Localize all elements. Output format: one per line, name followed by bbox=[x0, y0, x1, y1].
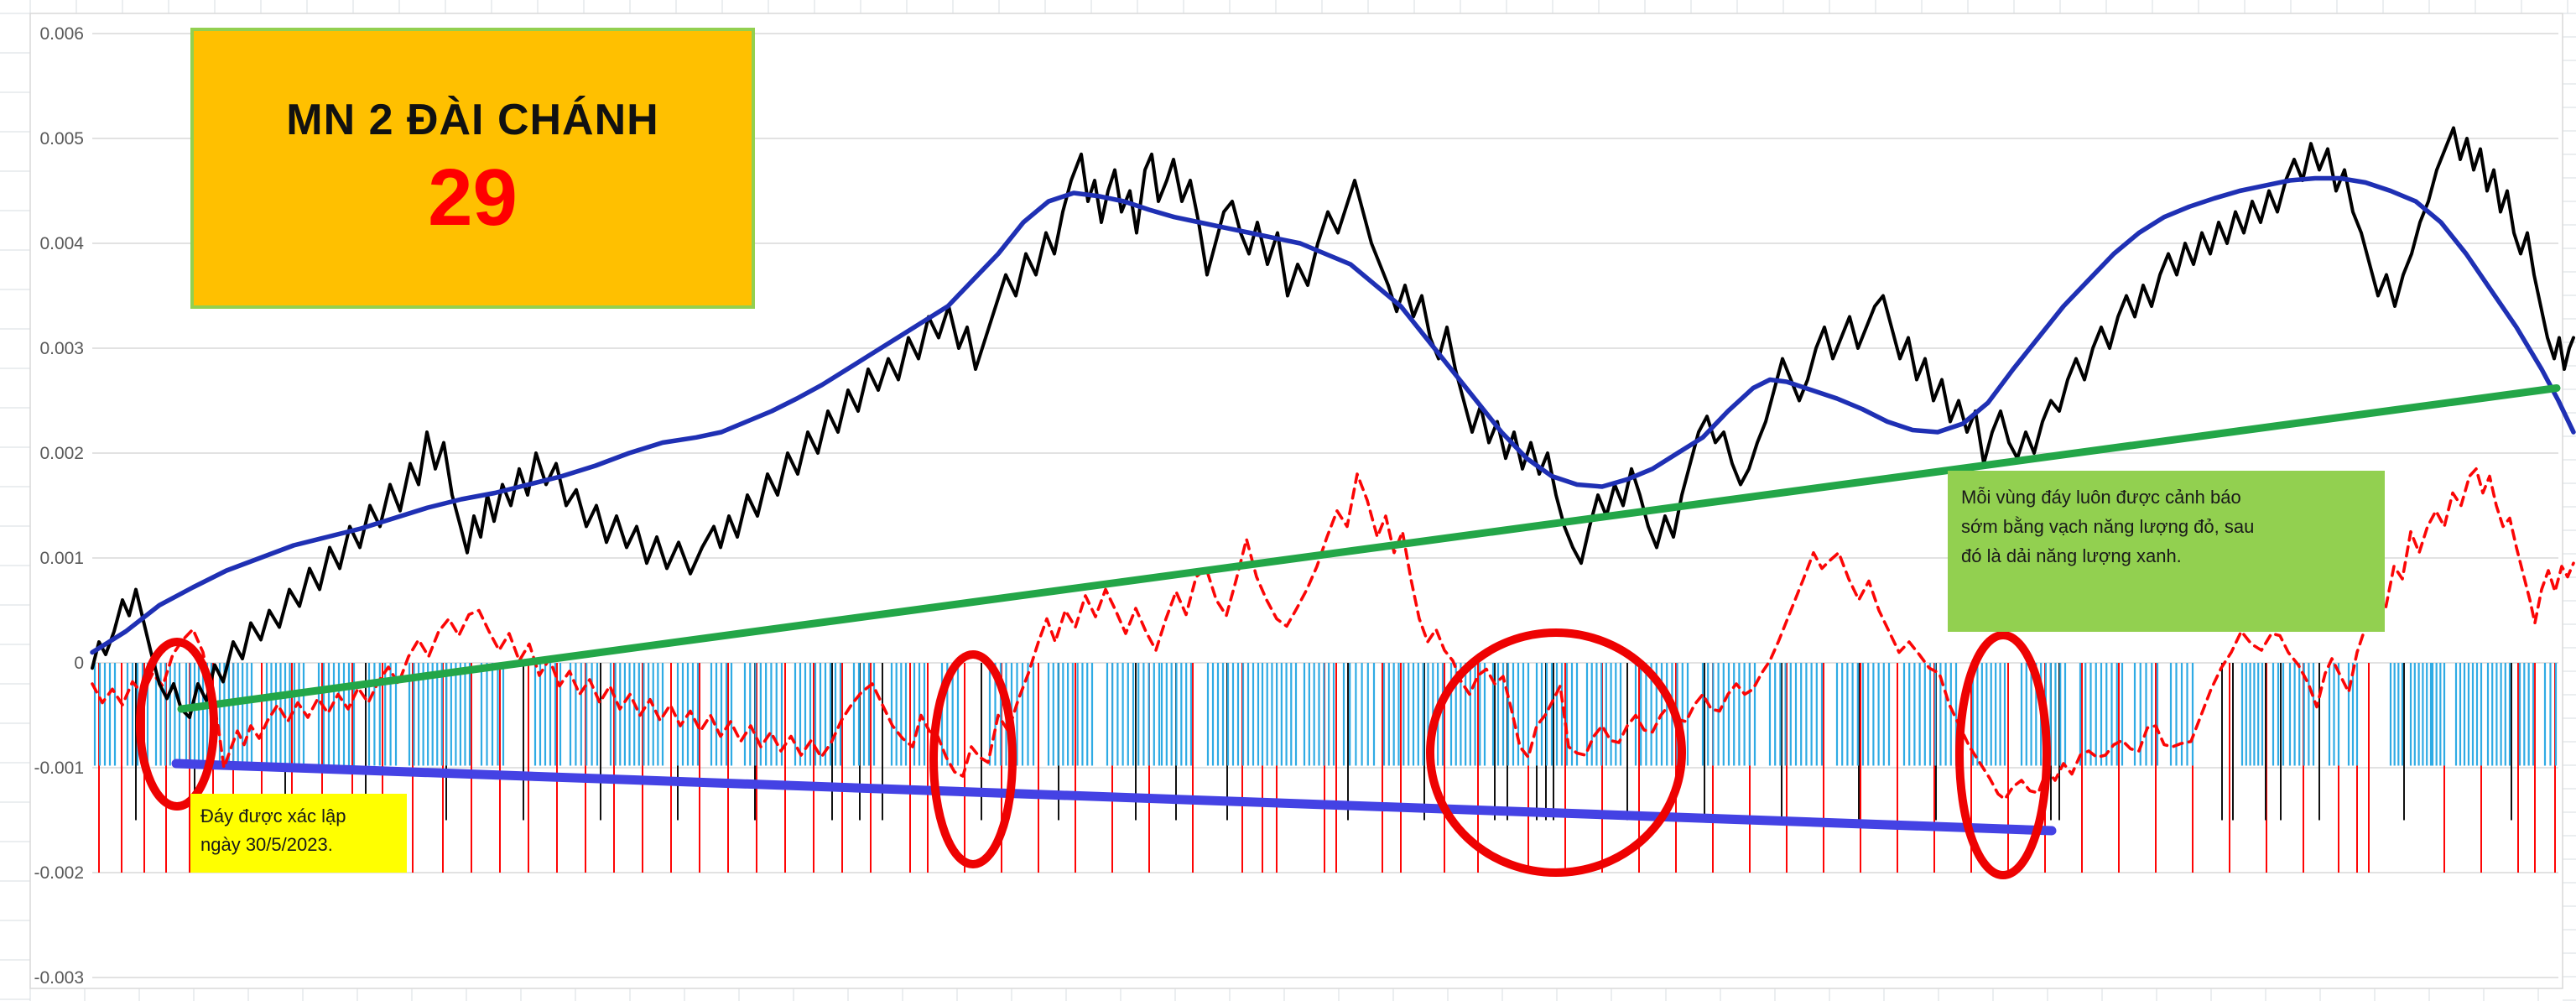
y-axis-tick-label: 0.002 bbox=[39, 444, 84, 463]
highlight-ellipse bbox=[136, 638, 218, 811]
blue-trendline-line bbox=[171, 759, 2057, 836]
highlight-ellipse bbox=[1426, 628, 1686, 877]
y-axis-tick-label: 0.004 bbox=[39, 234, 84, 253]
red-energy-line bbox=[91, 467, 2575, 801]
energy-note-line2: sớm bằng vạch năng lượng đỏ, sau bbox=[1961, 516, 2255, 538]
bottom-date-label-line2: ngày 30/5/2023. bbox=[200, 834, 333, 856]
chart-title: MN 2 ĐÀI CHÁNH bbox=[286, 95, 659, 144]
y-axis-tick-label: 0 bbox=[74, 654, 84, 673]
highlight-ellipse bbox=[1955, 631, 2051, 879]
y-axis-tick-label: 0.003 bbox=[39, 339, 84, 358]
y-axis-tick-label: 0.001 bbox=[39, 549, 84, 568]
chart-title-box[interactable]: MN 2 ĐÀI CHÁNH 29 bbox=[190, 28, 755, 309]
energy-note-line3: đó là dải năng lượng xanh. bbox=[1961, 545, 2182, 567]
energy-note-line1: Mỗi vùng đáy luôn được cảnh báo bbox=[1961, 487, 2241, 508]
green-trendline-line bbox=[177, 384, 2561, 713]
moving-average-line bbox=[90, 175, 2576, 655]
y-axis-tick-label: 0.005 bbox=[39, 129, 84, 149]
energy-explanation-note[interactable]: Mỗi vùng đáy luôn được cảnh báo sớm bằng… bbox=[1948, 471, 2385, 632]
bottom-date-label-line1: Đáy được xác lập bbox=[200, 805, 346, 826]
bottom-date-label[interactable]: Đáy được xác lập ngày 30/5/2023. bbox=[190, 794, 407, 873]
chart-title-number: 29 bbox=[428, 152, 518, 242]
y-axis-tick-label: -0.003 bbox=[34, 968, 84, 988]
y-axis-tick-label: 0.006 bbox=[39, 24, 84, 44]
y-axis-tick-label: -0.002 bbox=[34, 863, 84, 883]
highlight-ellipse bbox=[929, 650, 1017, 868]
y-axis-tick-label: -0.001 bbox=[34, 759, 84, 778]
